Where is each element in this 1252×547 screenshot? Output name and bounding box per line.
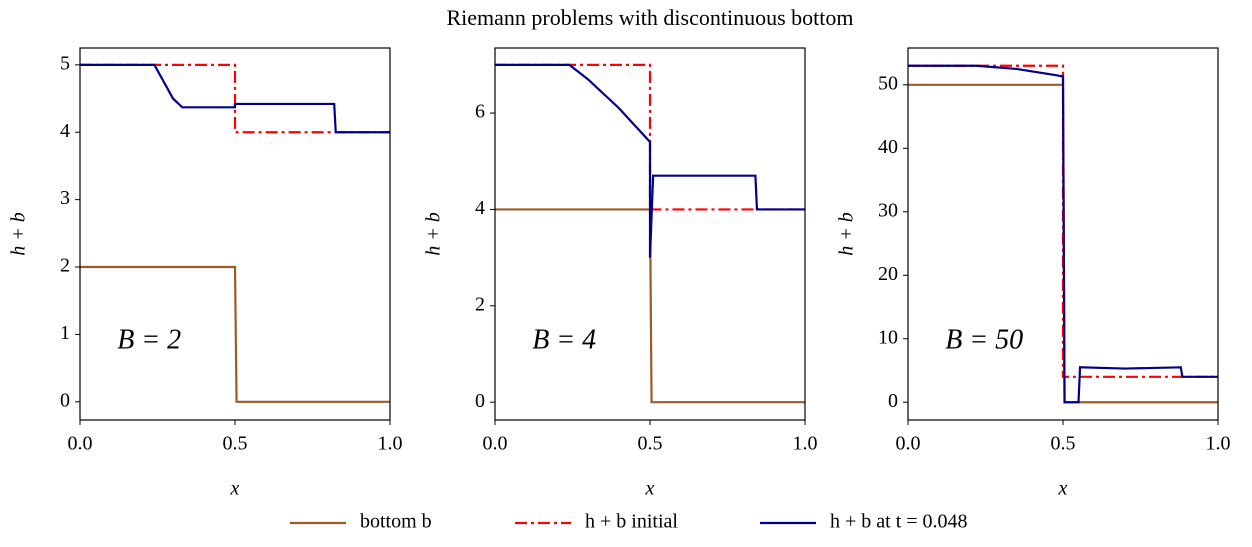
x-tick-label: 0.5 — [1051, 433, 1076, 455]
x-tick-label: 1.0 — [1206, 433, 1231, 455]
x-tick-label: 0.0 — [483, 433, 508, 455]
subplot: 0.0 0.5 1.0 0 1 2 3 4 5 x h + b B = 2 — [8, 47, 403, 500]
series-line — [495, 63, 805, 211]
y-tick-label: 2 — [60, 255, 70, 277]
annotation: B = 4 — [532, 324, 596, 355]
y-tick-label: 50 — [878, 72, 898, 94]
subplot: 0.0 0.5 1.0 0 2 4 6 x h + b B = 4 — [423, 47, 818, 500]
y-tick-label: 20 — [878, 263, 898, 285]
legend: bottom b h + b initial h + b at t = 0.048 — [290, 511, 968, 533]
series-line — [80, 63, 390, 134]
subplot: 0.0 0.5 1.0 0 10 20 30 40 50 x h + b B = 50 — [836, 47, 1231, 500]
y-tick-label: 4 — [475, 197, 485, 219]
series-line — [80, 63, 390, 134]
y-tick-label: 4 — [60, 120, 70, 142]
y-tick-label: 10 — [878, 326, 898, 348]
y-tick-label: 0 — [888, 390, 898, 412]
y-axis-label: h + b — [8, 212, 30, 256]
annotation: B = 50 — [945, 324, 1023, 355]
x-tick-label: 0.0 — [896, 433, 921, 455]
legend-label: h + b initial — [585, 511, 678, 533]
figure-title: Riemann problems with discontinuous bott… — [447, 5, 854, 30]
legend-label: bottom b — [360, 511, 432, 533]
x-tick-label: 0.0 — [68, 433, 93, 455]
annotation: B = 2 — [117, 324, 181, 355]
y-axis-label: h + b — [836, 212, 858, 256]
x-axis-label: x — [645, 478, 655, 500]
y-tick-label: 0 — [60, 389, 70, 411]
x-tick-label: 1.0 — [378, 433, 403, 455]
y-tick-label: 1 — [60, 322, 70, 344]
series-line — [495, 63, 805, 258]
x-tick-label: 0.5 — [223, 433, 248, 455]
series-line — [908, 64, 1218, 404]
y-tick-label: 6 — [475, 101, 485, 123]
y-tick-label: 5 — [60, 52, 70, 74]
y-tick-label: 30 — [878, 199, 898, 221]
y-axis-label: h + b — [423, 212, 445, 256]
y-tick-label: 40 — [878, 136, 898, 158]
y-tick-label: 3 — [60, 187, 70, 209]
x-tick-label: 0.5 — [638, 433, 663, 455]
x-axis-label: x — [1058, 478, 1068, 500]
x-axis-label: x — [230, 478, 240, 500]
y-tick-label: 0 — [475, 390, 485, 412]
series-line — [495, 208, 805, 404]
x-tick-label: 1.0 — [793, 433, 818, 455]
legend-label: h + b at t = 0.048 — [830, 511, 968, 533]
series-line — [80, 265, 390, 403]
y-tick-label: 2 — [475, 293, 485, 315]
